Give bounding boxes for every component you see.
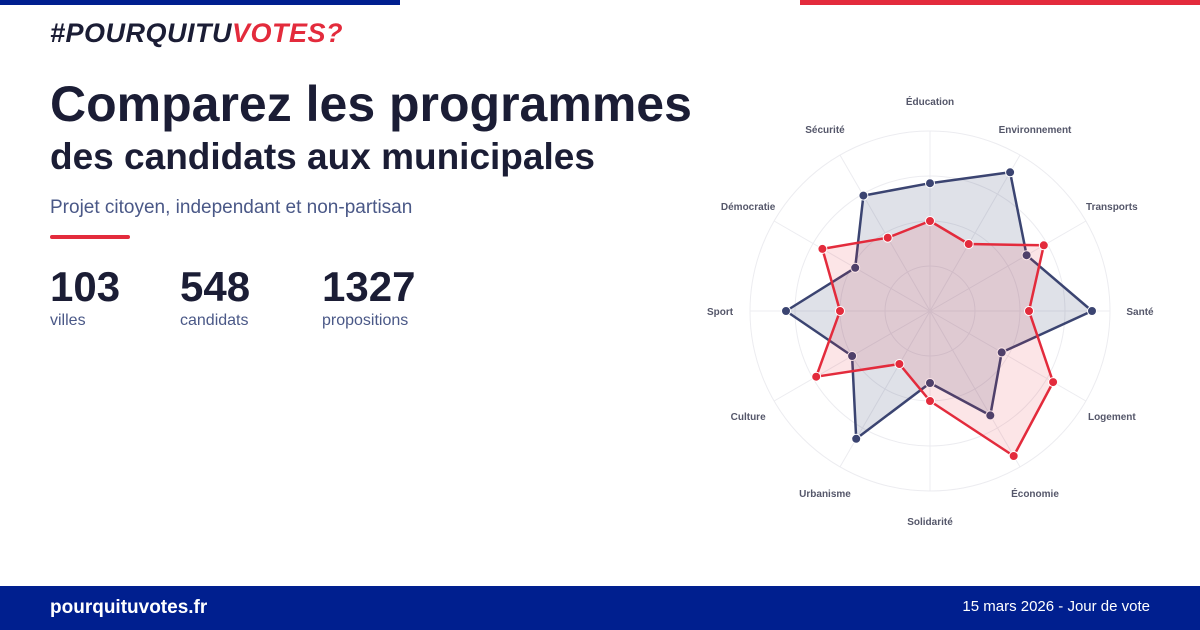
- radar-axis-label: Urbanisme: [799, 489, 851, 500]
- radar-series-2-point: [925, 216, 935, 226]
- radar-series-1-point: [996, 347, 1007, 358]
- top-accent-bar-blue: [0, 0, 400, 5]
- radar-series-1-point: [985, 410, 996, 421]
- radar-series-1-point: [1005, 167, 1016, 178]
- radar-axis-label: Logement: [1088, 412, 1136, 423]
- brand-part-1: #POURQUITU: [50, 18, 233, 48]
- stat-cities-label: villes: [50, 312, 86, 329]
- footer-vote-date: 15 mars 2026 - Jour de vote: [962, 598, 1150, 615]
- radar-series-2-point: [835, 306, 845, 316]
- radar-series-2-point: [1038, 240, 1049, 251]
- headline-line-1: Comparez les programmes: [50, 76, 692, 132]
- radar-axis-label: Transports: [1086, 202, 1138, 213]
- radar-axis-label: Sport: [707, 307, 734, 318]
- radar-axis-label: Culture: [731, 412, 766, 423]
- brand-hashtag: #POURQUITUVOTES?: [50, 18, 343, 49]
- radar-spoke: [929, 220, 1087, 312]
- radar-series-1-point: [781, 306, 791, 316]
- brand-part-2: VOTES?: [232, 18, 344, 48]
- radar-series-1-point: [851, 433, 862, 444]
- stat-candidates-value: 548: [180, 263, 251, 310]
- stat-candidates-label: candidats: [180, 312, 249, 329]
- tagline: Projet citoyen, independant et non-parti…: [50, 197, 413, 218]
- top-accent-bar-red: [800, 0, 1200, 5]
- radar-series-2-point: [894, 359, 905, 369]
- radar-series-1-point: [858, 190, 869, 201]
- radar-axis-label: Solidarité: [907, 517, 953, 528]
- radar-series-1-point: [1021, 250, 1032, 261]
- stat-proposals-label: propositions: [322, 312, 409, 329]
- stat-cities: 103 villes: [50, 264, 120, 330]
- radar-axis-label: Sécurité: [805, 125, 845, 136]
- headline-line-2: des candidats aux municipales: [50, 136, 595, 177]
- radar-series-1-point: [850, 262, 861, 273]
- stat-candidates: 548 candidats: [180, 264, 250, 330]
- radar-series-2-point: [811, 371, 822, 382]
- radar-axis-label: Économie: [1011, 487, 1059, 500]
- radar-series-2-point: [925, 396, 935, 406]
- radar-series-1-point: [847, 351, 858, 361]
- radar-spoke: [839, 154, 931, 312]
- radar-series-2-point: [817, 243, 828, 254]
- radar-spoke: [929, 154, 1021, 312]
- stat-proposals-value: 1327: [322, 263, 416, 310]
- footer-site-link[interactable]: pourquituvotes.fr: [50, 597, 208, 618]
- radar-series-1-point: [925, 178, 935, 189]
- radar-axis-label: Éducation: [906, 95, 954, 108]
- radar-series-2-point: [882, 232, 893, 243]
- radar-series-2-point: [1024, 306, 1034, 316]
- radar-series-2-point: [963, 239, 974, 249]
- radar-axis-label: Environnement: [999, 125, 1072, 136]
- title-divider: [50, 235, 130, 239]
- radar-spoke: [929, 310, 1087, 402]
- radar-spoke: [929, 310, 1021, 468]
- radar-axis-label: Démocratie: [721, 202, 776, 213]
- radar-series-1-point: [925, 378, 935, 388]
- radar-series-2-point: [1048, 377, 1059, 388]
- stat-proposals: 1327 propositions: [322, 264, 415, 330]
- radar-series-2-point: [1008, 451, 1019, 461]
- stat-cities-value: 103: [50, 263, 121, 310]
- radar-axis-label: Santé: [1126, 307, 1154, 318]
- radar-series-1-point: [1087, 306, 1097, 316]
- footer-bar: pourquituvotes.fr 15 mars 2026 - Jour de…: [0, 586, 1200, 630]
